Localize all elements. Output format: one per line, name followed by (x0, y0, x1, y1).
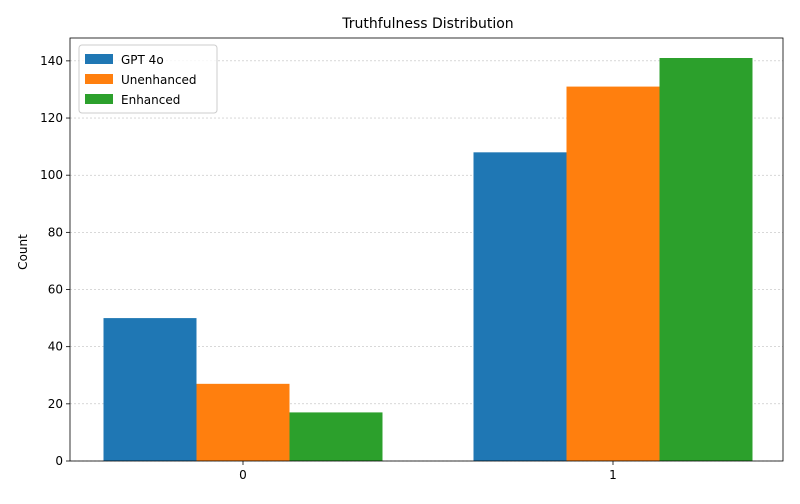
x-tick-label-0: 0 (239, 468, 247, 482)
x-tick-label-1: 1 (609, 468, 617, 482)
y-tick-label-60: 60 (48, 283, 63, 297)
legend: GPT 4o Unenhanced Enhanced (78, 44, 218, 114)
legend-swatch-enhanced (85, 94, 113, 104)
y-tick-label-40: 40 (48, 340, 63, 354)
legend-label-unenhanced: Unenhanced (121, 73, 197, 87)
legend-label-enhanced: Enhanced (121, 93, 180, 107)
y-tick-label-140: 140 (40, 54, 63, 68)
legend-label-gpt-4o: GPT 4o (121, 53, 164, 67)
y-tick-label-120: 120 (40, 111, 63, 125)
bar-gpt-4o-1 (473, 152, 567, 461)
legend-swatch-unenhanced (85, 74, 113, 84)
bar-enhanced-0 (289, 412, 383, 461)
bars (103, 58, 753, 462)
axes: 0 20 40 60 80 100 120 140 0 1 (40, 37, 784, 482)
legend-swatch-gpt-4o (85, 54, 113, 64)
y-tick-label-0: 0 (55, 454, 63, 468)
y-tick-label-100: 100 (40, 168, 63, 182)
bar-unenhanced-1 (566, 86, 660, 462)
chart-title: Truthfulness Distribution (341, 16, 513, 32)
bar-enhanced-1 (659, 58, 753, 462)
y-axis-label: Count (16, 234, 30, 270)
y-tick-label-80: 80 (48, 225, 63, 239)
legend-box (78, 44, 218, 114)
plot-frame (69, 37, 784, 462)
bar-gpt-4o-0 (103, 318, 197, 461)
y-tick-label-20: 20 (48, 397, 63, 411)
bar-unenhanced-0 (196, 383, 290, 461)
